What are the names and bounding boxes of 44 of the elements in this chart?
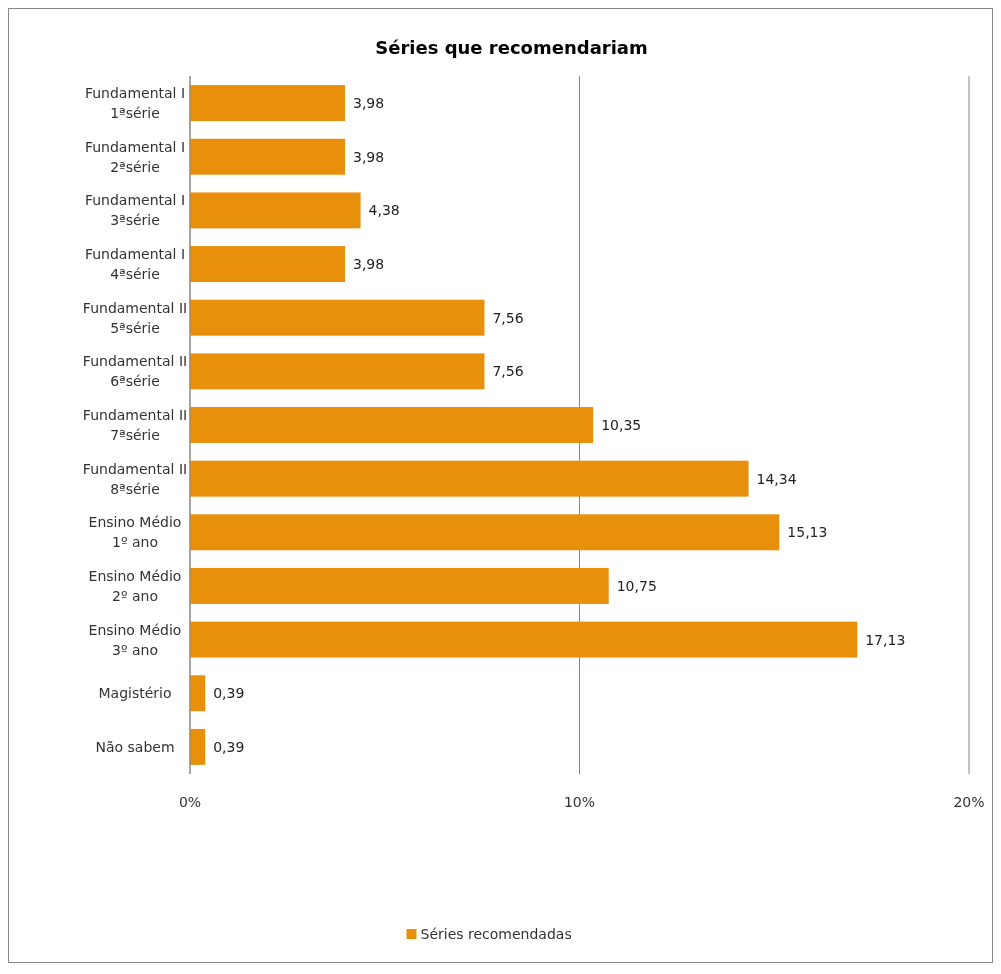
x-tick-label: 20% [953,794,985,810]
data-label: 17,13 [865,631,906,648]
y-tick-label: Fundamental II 7ªsérie [82,407,188,443]
y-tick-label: Fundamental II 8ªsérie [82,460,188,497]
x-tick-label: 0% [178,794,202,810]
y-tick-label: Fundamental II 6ªsérie [82,353,188,390]
bar [190,621,858,658]
data-label: 14,34 [756,470,797,487]
x-tick-label: 10% [563,794,596,810]
y-tick-label: Não sabem [95,738,175,755]
bar [190,728,206,765]
bar [190,192,361,229]
data-label: 7,56 [492,309,524,326]
data-label: 15,13 [787,524,828,541]
data-label: 3,98 [353,95,385,112]
bar [190,460,749,497]
bar [190,138,346,175]
bar [190,246,346,283]
data-label: 10,75 [616,577,657,594]
legend-label: Séries recomendadas [420,926,572,942]
data-label: 7,56 [492,363,524,380]
y-tick-label: Fundamental I 1ªsérie [84,85,186,122]
bar [190,567,609,604]
y-tick-label: Ensino Médio 3º ano [88,621,182,658]
y-tick-label: Fundamental I 4ªsérie [84,246,186,283]
bar [190,407,594,443]
y-tick-label: Ensino Médio 1º ano [88,514,182,551]
bar [190,514,780,551]
data-label: 10,35 [601,417,642,433]
y-tick-label: Fundamental I 2ªsérie [84,138,186,175]
bar [190,353,485,390]
y-tick-label: Magistério [98,685,172,702]
bar [190,85,346,122]
chart-title: Séries que recomendariam [375,37,648,58]
data-label: 4,38 [368,202,400,219]
y-tick-label: Fundamental II 5ªsérie [82,299,188,336]
y-tick-label: Ensino Médio 2º ano [88,567,182,604]
bar [190,299,485,336]
bar [190,675,206,712]
data-label: 3,98 [353,256,385,273]
data-label: 0,39 [213,685,245,702]
data-label: 3,98 [353,148,385,165]
data-label: 0,39 [213,738,245,755]
y-tick-label: Fundamental I 3ªsérie [84,192,186,229]
